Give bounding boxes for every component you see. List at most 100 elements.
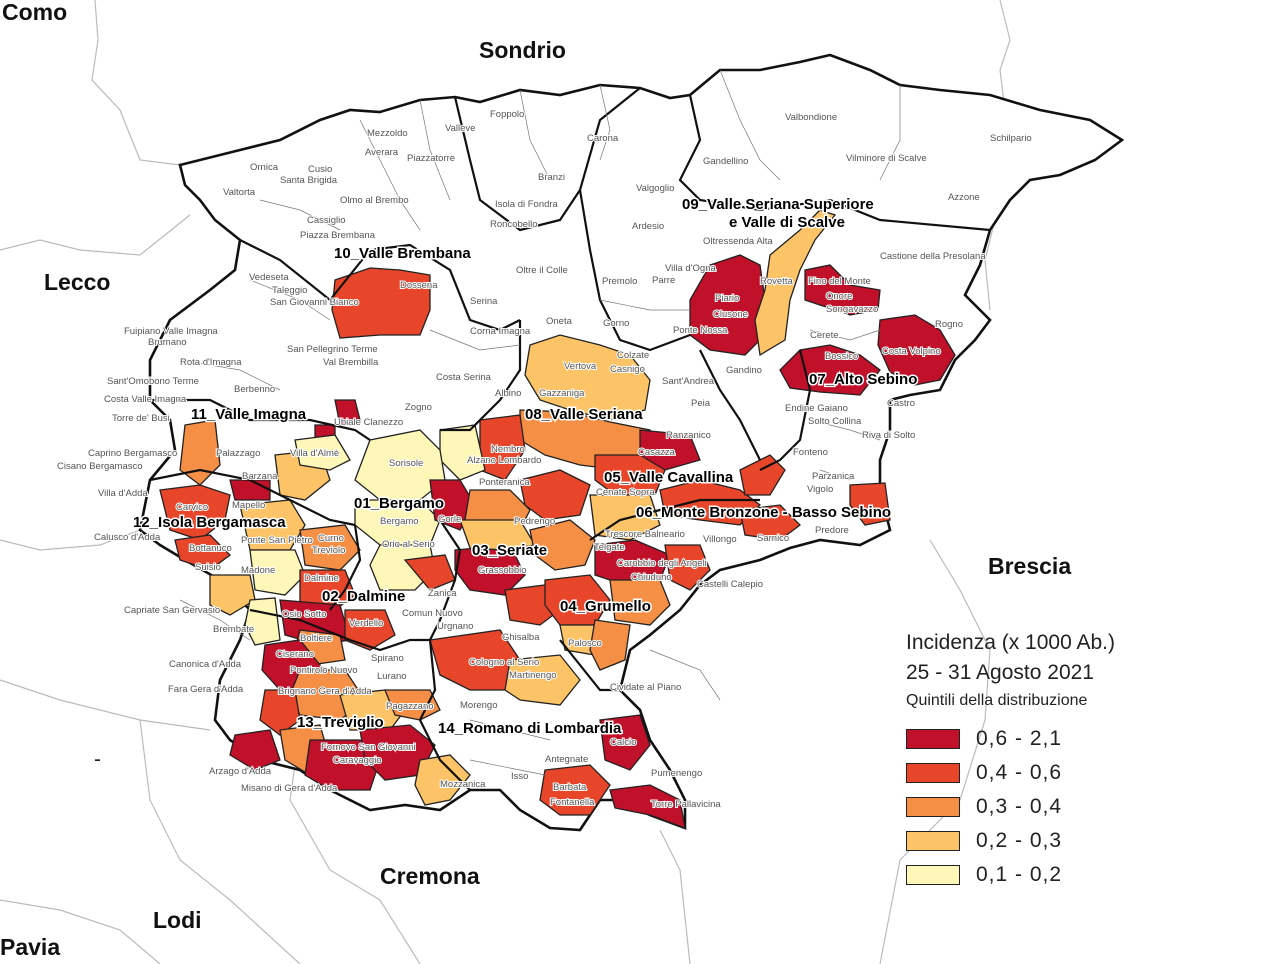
muni-label: Costa Serina bbox=[436, 372, 492, 383]
muni-label: Ornica bbox=[250, 162, 279, 173]
district-label-05: 05_Valle Cavallina bbox=[604, 469, 734, 486]
stray-dash: - bbox=[94, 748, 101, 771]
legend-swatch bbox=[906, 831, 960, 851]
district-label-10: 10_Valle Brembana bbox=[334, 245, 471, 262]
muni-label: Vilminore di Scalve bbox=[846, 153, 927, 164]
region-label-pavia: Pavia bbox=[0, 934, 60, 960]
muni-label: Orio al Serio bbox=[382, 539, 435, 550]
muni-label: Spirano bbox=[371, 653, 404, 664]
muni-label: Gandellino bbox=[703, 156, 748, 167]
muni-label: Palazzago bbox=[216, 448, 260, 459]
muni-label: Oneta bbox=[546, 316, 573, 327]
muni-label: Canonica d'Adda bbox=[169, 659, 242, 670]
muni-label: Pontirolo Nuovo bbox=[290, 665, 358, 676]
muni-label: Barbata bbox=[553, 782, 587, 793]
district-label-07: 07_Alto Sebino bbox=[809, 371, 917, 388]
muni-label: Antegnate bbox=[545, 754, 588, 765]
muni-label: Fara Gera d'Adda bbox=[168, 684, 244, 695]
muni-label: Comun Nuovo bbox=[402, 608, 463, 619]
muni-label: Isola di Fondra bbox=[495, 199, 559, 210]
muni-label: Valgoglio bbox=[636, 183, 674, 194]
region-label-lecco: Lecco bbox=[44, 269, 110, 295]
muni-label: Capriate San Gervasio bbox=[124, 605, 220, 616]
muni-label: Nembro bbox=[491, 444, 525, 455]
district-label-14: 14_Romano di Lombardia bbox=[438, 720, 622, 737]
muni-label: Dalmine bbox=[304, 573, 339, 584]
region-label-lodi: Lodi bbox=[153, 907, 202, 933]
legend-swatch bbox=[906, 729, 960, 749]
muni-label: Olmo al Brembo bbox=[340, 195, 409, 206]
muni-label: Villa d'Adda bbox=[98, 488, 148, 499]
muni-label: Piazzatorre bbox=[407, 153, 455, 164]
muni-label: Suisio bbox=[195, 562, 221, 573]
legend-period: 25 - 31 Agosto 2021 bbox=[906, 661, 1094, 684]
region-labels: Como Sondrio Lecco Brescia Cremona Lodi … bbox=[0, 0, 1071, 960]
muni-label: Isso bbox=[511, 771, 528, 782]
muni-label: Casazza bbox=[638, 447, 676, 458]
muni-label: Peia bbox=[691, 398, 711, 409]
muni-label: Zogno bbox=[405, 402, 432, 413]
muni-label: Lurano bbox=[377, 671, 407, 682]
legend-label: 0,2 - 0,3 bbox=[976, 829, 1063, 852]
district-label-03: 03_Seriate bbox=[472, 542, 547, 559]
municipality-fills bbox=[159, 209, 956, 830]
muni-label: Cenate Sopra bbox=[596, 487, 655, 498]
muni-label: Ponte San Pietro bbox=[241, 535, 313, 546]
muni-label: Valbondione bbox=[785, 112, 837, 123]
muni-label: Costa Volpino bbox=[882, 346, 941, 357]
muni-label: Sant'Andrea bbox=[662, 376, 715, 387]
muni-label: Valtorta bbox=[223, 187, 256, 198]
legend: Incidenza (x 1000 Ab.) 25 - 31 Agosto 20… bbox=[906, 628, 1236, 892]
muni-label: Carona bbox=[587, 133, 619, 144]
legend-subtitle: Quintili della distribuzione bbox=[906, 692, 1088, 709]
muni-label: Vertova bbox=[564, 361, 597, 372]
muni-label: Piazza Brembana bbox=[300, 230, 376, 241]
muni-label: Martinengo bbox=[509, 670, 557, 681]
district-label-02: 02_Dalmine bbox=[322, 588, 405, 605]
muni-label: Songavazzo bbox=[826, 304, 878, 315]
muni-label: Predore bbox=[815, 525, 849, 536]
muni-label: Carvico bbox=[176, 502, 208, 513]
muni-label: Arzago d'Adda bbox=[209, 766, 272, 777]
muni-label: Brumano bbox=[148, 337, 187, 348]
muni-label: Caravaggio bbox=[333, 755, 382, 766]
legend-label: 0,4 - 0,6 bbox=[976, 761, 1063, 784]
legend-row: 0,1 - 0,2 bbox=[906, 858, 1236, 892]
muni-label: Sorisole bbox=[389, 458, 423, 469]
muni-label: Fuipiano Valle Imagna bbox=[124, 326, 219, 337]
muni-label: Ubiale Clanezzo bbox=[334, 417, 403, 428]
muni-label: Castione della Presolana bbox=[880, 251, 986, 262]
muni-label: Misano di Gera d'Adda bbox=[241, 783, 338, 794]
muni-label: Vedeseta bbox=[249, 272, 289, 283]
muni-label: Costa Valle Imagna bbox=[104, 394, 187, 405]
muni-label: Fino del Monte bbox=[808, 276, 871, 287]
muni-label: Endine Gaiano bbox=[785, 403, 848, 414]
muni-label: Verdello bbox=[349, 618, 383, 629]
legend-row: 0,6 - 2,1 bbox=[906, 722, 1236, 756]
muni-label: Foppolo bbox=[490, 109, 524, 120]
muni-label: Gorle bbox=[438, 514, 461, 525]
legend-swatch bbox=[906, 865, 960, 885]
muni-label: Ponteranica bbox=[479, 477, 530, 488]
muni-label: Torre Pallavicina bbox=[651, 799, 721, 810]
muni-label: Parre bbox=[652, 275, 675, 286]
muni-label: Curno bbox=[318, 533, 344, 544]
muni-label: Boltiere bbox=[300, 633, 332, 644]
muni-label: Parzanica bbox=[812, 471, 855, 482]
muni-label: Calusco d'Adda bbox=[94, 532, 161, 543]
muni-label: Gandino bbox=[726, 365, 762, 376]
muni-label: Oltressenda Alta bbox=[703, 236, 773, 247]
muni-label: Brembate bbox=[213, 624, 254, 635]
muni-label: Berbenno bbox=[234, 384, 275, 395]
muni-label: Pumenengo bbox=[651, 768, 702, 779]
muni-label: Colzate bbox=[617, 350, 649, 361]
muni-label: Ponte Nossa bbox=[673, 325, 728, 336]
muni-label: Albino bbox=[495, 388, 521, 399]
muni-label: Valleve bbox=[445, 123, 475, 134]
muni-label: Cisano Bergamasco bbox=[57, 461, 143, 472]
muni-label: Mezzoldo bbox=[367, 128, 408, 139]
neighbour-borders bbox=[0, 0, 1021, 964]
muni-label: Schilpario bbox=[990, 133, 1032, 144]
muni-label: Fontanella bbox=[550, 797, 595, 808]
muni-label: Oltre il Colle bbox=[516, 265, 568, 276]
